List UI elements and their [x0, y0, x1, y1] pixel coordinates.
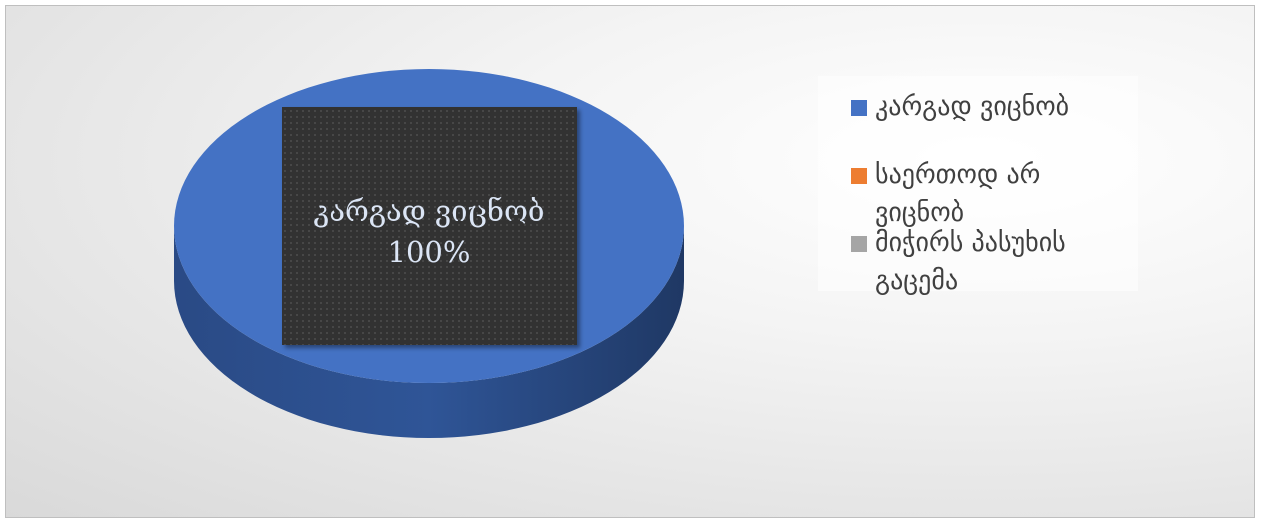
data-label-value: 100% [388, 235, 471, 269]
data-label-box [282, 107, 577, 345]
legend-swatch [851, 168, 867, 184]
legend: კარგად ვიცნობ საერთოდ არ ვიცნობ მიჭირს პას… [818, 76, 1138, 296]
legend-label: საერთოდ არ ვიცნობ [875, 160, 1041, 228]
legend-item: კარგად ვიცნობ [851, 88, 1115, 126]
legend-label: კარგად ვიცნობ [875, 92, 1070, 122]
legend-label: მიჭირს პასუხის გაცემა [875, 228, 1066, 296]
legend-item: საერთოდ არ ვიცნობ [851, 156, 1115, 232]
data-label-category: კარგად ვიცნობ [313, 194, 544, 228]
legend-swatch [851, 236, 867, 252]
chart: კარგად ვიცნობ 100% [174, 69, 684, 438]
legend-item: მიჭირს პასუხის გაცემა [851, 224, 1115, 300]
legend-swatch [851, 100, 867, 116]
pie-slice-side [174, 226, 684, 438]
chart-area: კარგად ვიცნობ 100% კარგად ვიცნობ საერთოდ … [5, 5, 1255, 518]
